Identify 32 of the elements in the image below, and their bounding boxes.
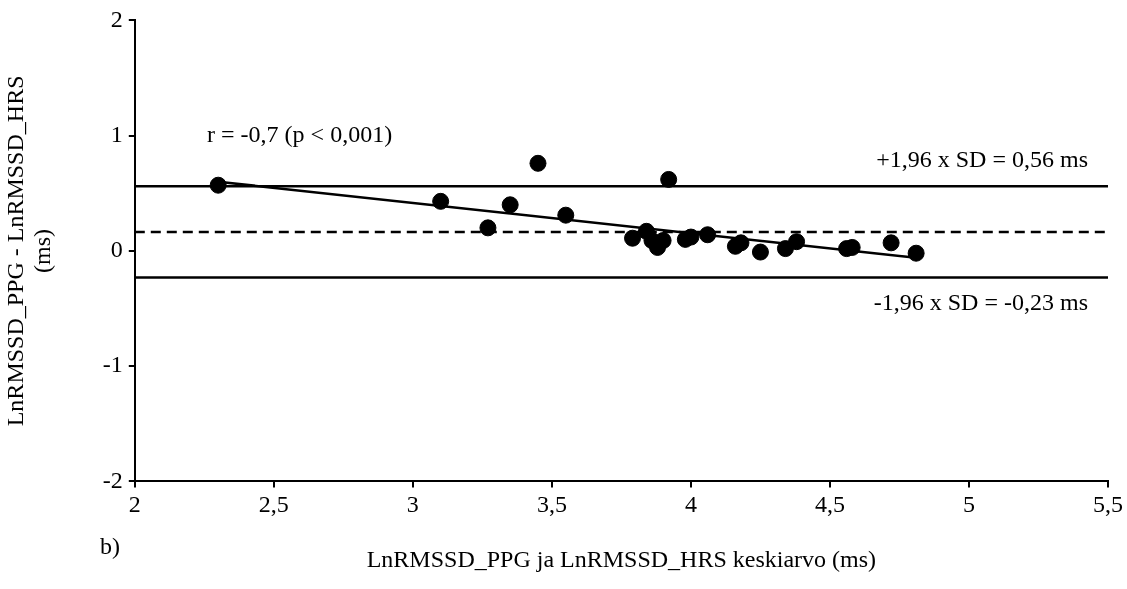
point xyxy=(699,226,717,244)
point xyxy=(557,206,575,224)
point xyxy=(660,170,678,188)
point xyxy=(479,219,497,237)
point xyxy=(624,229,642,247)
point xyxy=(529,154,547,172)
x-tick-label: 5,5 xyxy=(1093,491,1123,518)
x-tick-label: 3 xyxy=(406,491,419,518)
point xyxy=(907,244,925,262)
y-tick-label: 2 xyxy=(110,5,123,32)
text: b) xyxy=(100,533,120,560)
y-axis-title: LnRMSSD_PPG - LnRMSSD_HRS (ms) xyxy=(2,75,55,427)
point xyxy=(209,176,227,194)
ref-line-label: -1,96 x SD = -0,23 ms xyxy=(873,288,1088,315)
x-tick-label: 3,5 xyxy=(536,491,567,518)
annotation: r = -0,7 (p < 0,001) xyxy=(207,120,393,147)
point xyxy=(751,243,769,261)
x-axis-title: LnRMSSD_PPG ja LnRMSSD_HRS keskiarvo (ms) xyxy=(366,545,877,572)
x-tick-label: 4,5 xyxy=(814,491,845,518)
point xyxy=(788,233,806,251)
y-tick-label: 1 xyxy=(110,120,123,147)
point xyxy=(882,234,900,252)
point xyxy=(501,196,519,214)
point xyxy=(432,192,450,210)
x-tick-label: 5 xyxy=(962,491,975,518)
x-tick-label: 2 xyxy=(128,491,141,518)
x-tick-label: 2,5 xyxy=(258,491,289,518)
x-tick-label: 4 xyxy=(684,491,697,518)
y-tick-label: -1 xyxy=(102,351,123,378)
y-tick-label: 0 xyxy=(110,236,123,263)
ref-line-label: +1,96 x SD = 0,56 ms xyxy=(876,145,1088,172)
y-tick-label: -2 xyxy=(102,466,123,493)
